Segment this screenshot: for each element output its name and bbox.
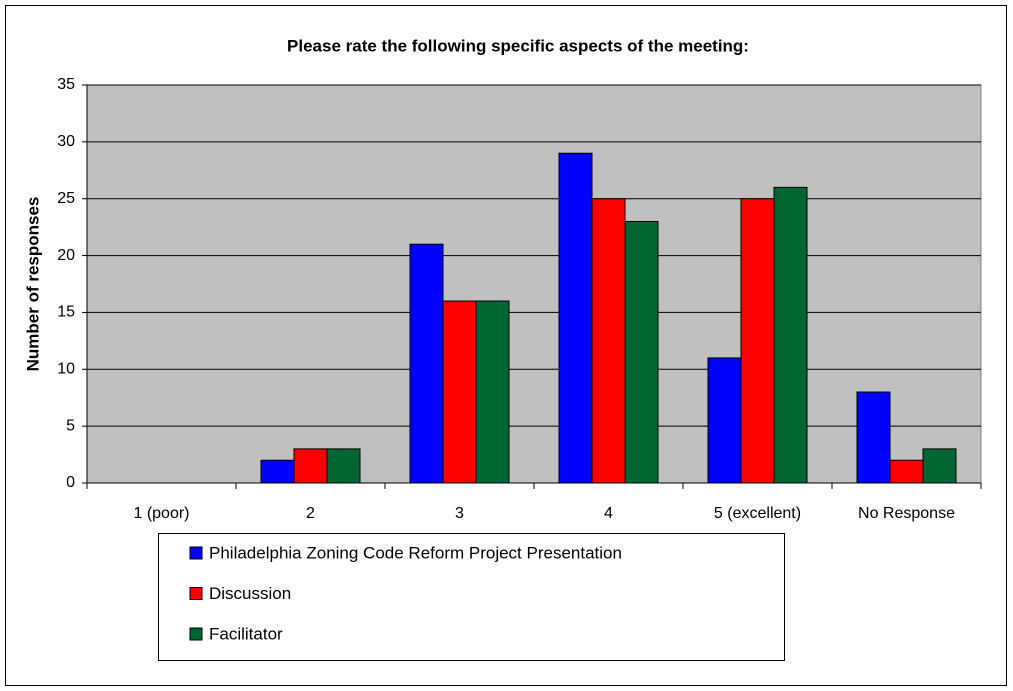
- legend-swatch: [189, 627, 203, 641]
- legend-swatch: [189, 546, 203, 560]
- bar: [740, 198, 775, 484]
- bar: [922, 448, 957, 484]
- y-axis-label: Number of responses: [23, 197, 42, 372]
- legend-label: Facilitator: [209, 624, 283, 643]
- y-tick-label: 5: [66, 417, 75, 434]
- bar: [856, 391, 891, 484]
- bar: [591, 198, 626, 484]
- bar: [558, 152, 593, 484]
- legend-box: [158, 533, 785, 661]
- bar: [707, 357, 742, 484]
- bar: [624, 220, 659, 484]
- x-tick-label: 4: [604, 505, 613, 522]
- bar: [260, 459, 295, 484]
- bar: [409, 243, 444, 484]
- bar: [889, 459, 924, 484]
- bar: [326, 448, 361, 484]
- legend-label: Philadelphia Zoning Code Reform Project …: [209, 543, 622, 562]
- x-tick-label: 5 (excellent): [714, 505, 801, 522]
- y-tick-label: 10: [57, 361, 75, 378]
- x-tick-label: 1 (poor): [133, 505, 189, 522]
- x-tick-label: No Response: [858, 505, 955, 522]
- x-tick-label: 3: [455, 505, 464, 522]
- bar: [773, 186, 808, 484]
- y-tick-label: 15: [57, 304, 75, 321]
- legend-swatch: [189, 587, 203, 600]
- plot-area: [86, 84, 982, 484]
- bar: [475, 300, 510, 484]
- chart-title: Please rate the following specific aspec…: [287, 36, 749, 55]
- legend-label: Discussion: [209, 584, 291, 603]
- y-tick-label: 35: [57, 76, 75, 93]
- y-tick-label: 30: [57, 133, 75, 150]
- bar: [442, 300, 477, 484]
- y-tick-label: 25: [57, 190, 75, 207]
- y-tick-label: 0: [66, 474, 75, 491]
- y-tick-label: 20: [57, 247, 75, 264]
- x-tick-label: 2: [306, 505, 315, 522]
- bar: [293, 448, 328, 484]
